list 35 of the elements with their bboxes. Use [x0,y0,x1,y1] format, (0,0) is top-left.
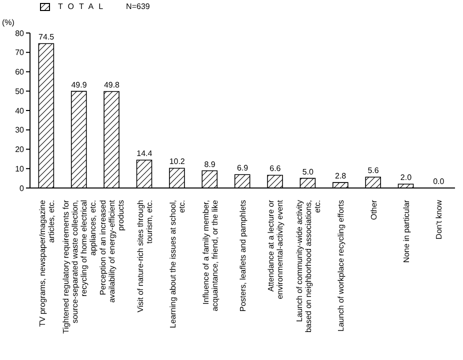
data-label: 0.0 [433,177,445,186]
x-tick-label: Visit of nature-rich sites through tourism, etc. [136,200,154,312]
data-label: 6.9 [236,164,249,173]
y-tick-label: 40 [15,106,25,116]
y-tick-label: 80 [15,28,25,38]
x-tick-label: TV programs, newspaper/magazine articles, etc. [38,199,56,327]
data-label: 74.5 [38,32,55,42]
x-tick-label: Tightened regulatory requirements for source-separated waste collection, recycling of home electrical appliances, etc. [62,200,98,334]
x-tick-label: Launch of workplace recycling efforts [336,200,346,332]
y-tick-label: 0 [20,184,25,193]
data-label: 49.8 [104,80,120,90]
x-tick-label: Don't know [434,200,444,240]
data-label: 2.8 [335,172,347,181]
data-label: 49.9 [71,80,88,90]
data-label: 2.0 [400,173,412,182]
y-tick-label: 50 [15,86,25,96]
y-tick-label: 70 [15,48,25,58]
x-tick-label: Launch of community-wide activity based on neighborhood associations, etc. [294,200,322,333]
y-tick-label: 60 [15,68,25,77]
x-tick-label: Posters, leaflets and pamphlets [238,200,248,312]
text: N=639 [126,2,150,11]
x-tick-label: Other [369,200,378,220]
data-label: 5.0 [302,167,314,176]
legend-label: TOTAL [58,2,108,11]
data-label: 6.6 [270,164,282,174]
y-axis-title: (%) [2,18,15,27]
data-label: 5.6 [368,166,380,176]
data-label: 10.2 [169,157,186,166]
y-tick-label: 20 [15,145,25,154]
y-tick-label: 10 [15,164,25,174]
x-tick-label: None in particular [402,200,411,263]
x-tick-label: Learning about the issues at school, etc. [168,200,187,328]
y-tick-label: 30 [15,126,25,135]
data-label: 8.9 [204,160,216,169]
data-label: 14.4 [136,149,153,158]
